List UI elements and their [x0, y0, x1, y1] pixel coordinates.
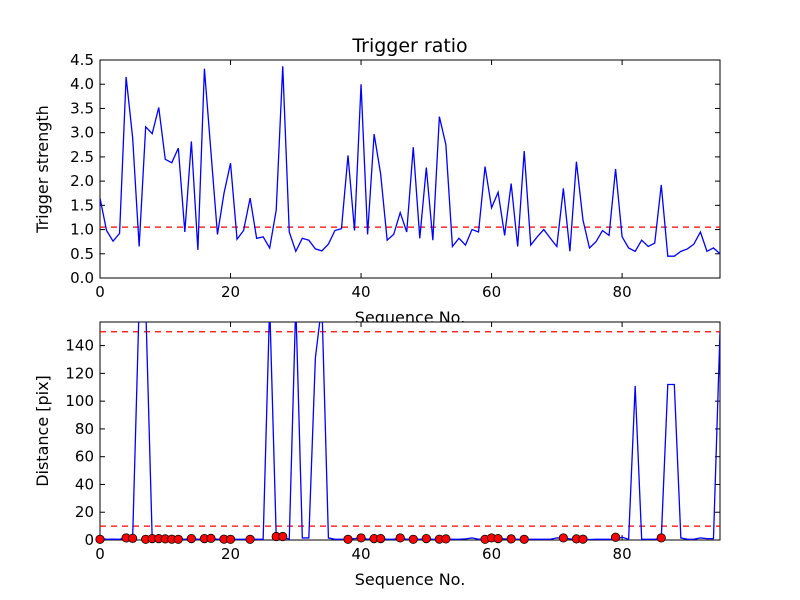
data-marker [421, 534, 431, 544]
y-tick-label: 0.5 [70, 245, 94, 263]
y-tick-label: 40 [75, 475, 94, 493]
data-marker [343, 534, 353, 544]
y-tick-label: 60 [75, 448, 94, 466]
x-tick-label: 20 [221, 545, 240, 563]
y-tick-label: 4.5 [70, 51, 94, 69]
data-marker [578, 534, 588, 544]
x-tick-label: 0 [95, 283, 105, 301]
data-marker [519, 534, 529, 544]
data-marker [356, 533, 366, 543]
trigger-ratio-panel: Trigger ratio Sequence No. Trigger stren… [33, 35, 721, 327]
y-tick-label: 100 [65, 392, 94, 410]
chart-title: Trigger ratio [351, 35, 467, 57]
y-tick-label: 0 [84, 531, 94, 549]
y-tick-label: 20 [75, 503, 94, 521]
x-tick-label: 60 [482, 545, 501, 563]
data-marker [610, 532, 621, 542]
data-marker [206, 533, 216, 543]
y-tick-label: 1.5 [70, 196, 94, 214]
y-tick-label: 1.0 [70, 221, 94, 239]
data-marker [441, 534, 451, 544]
data-marker [558, 533, 568, 543]
data-marker [225, 534, 236, 544]
y-tick-label: 80 [75, 420, 94, 438]
data-marker [493, 534, 503, 544]
data-marker [128, 533, 138, 543]
plot-frame [99, 321, 721, 541]
x-tick-label: 80 [613, 545, 632, 563]
y-tick-label: 2.0 [70, 172, 94, 190]
y-tick-label: 120 [65, 364, 94, 382]
data-marker [395, 533, 405, 543]
x-tick-label: 40 [352, 545, 371, 563]
data-marker [376, 534, 386, 544]
data-marker [408, 534, 418, 544]
x-tick-label: 40 [352, 283, 371, 301]
series-line [100, 66, 720, 257]
x-axis-label: Sequence No. [355, 570, 466, 589]
x-tick-label: 0 [95, 545, 105, 563]
x-tick-label: 60 [482, 283, 501, 301]
x-tick-label: 20 [221, 283, 240, 301]
data-marker [95, 534, 105, 544]
data-marker [245, 534, 255, 544]
data-marker [506, 534, 516, 544]
data-marker [278, 531, 288, 542]
y-tick-label: 3.0 [70, 124, 94, 142]
x-tick-label: 80 [613, 283, 632, 301]
y-axis-label: Trigger strength [33, 105, 52, 234]
plot-area [100, 66, 720, 257]
y-axis-label: Distance [pix] [33, 375, 52, 487]
y-tick-label: 140 [65, 337, 94, 355]
data-marker [186, 534, 196, 544]
data-marker [173, 534, 183, 544]
y-tick-label: 0.0 [70, 269, 94, 287]
data-marker [656, 533, 666, 543]
y-tick-label: 4.0 [70, 75, 94, 93]
distance-panel: Sequence No. Distance [pix] 0 20 40 60 80 0 20… [33, 321, 721, 589]
y-tick-label: 3.5 [70, 99, 94, 117]
y-tick-label: 2.5 [70, 148, 94, 166]
